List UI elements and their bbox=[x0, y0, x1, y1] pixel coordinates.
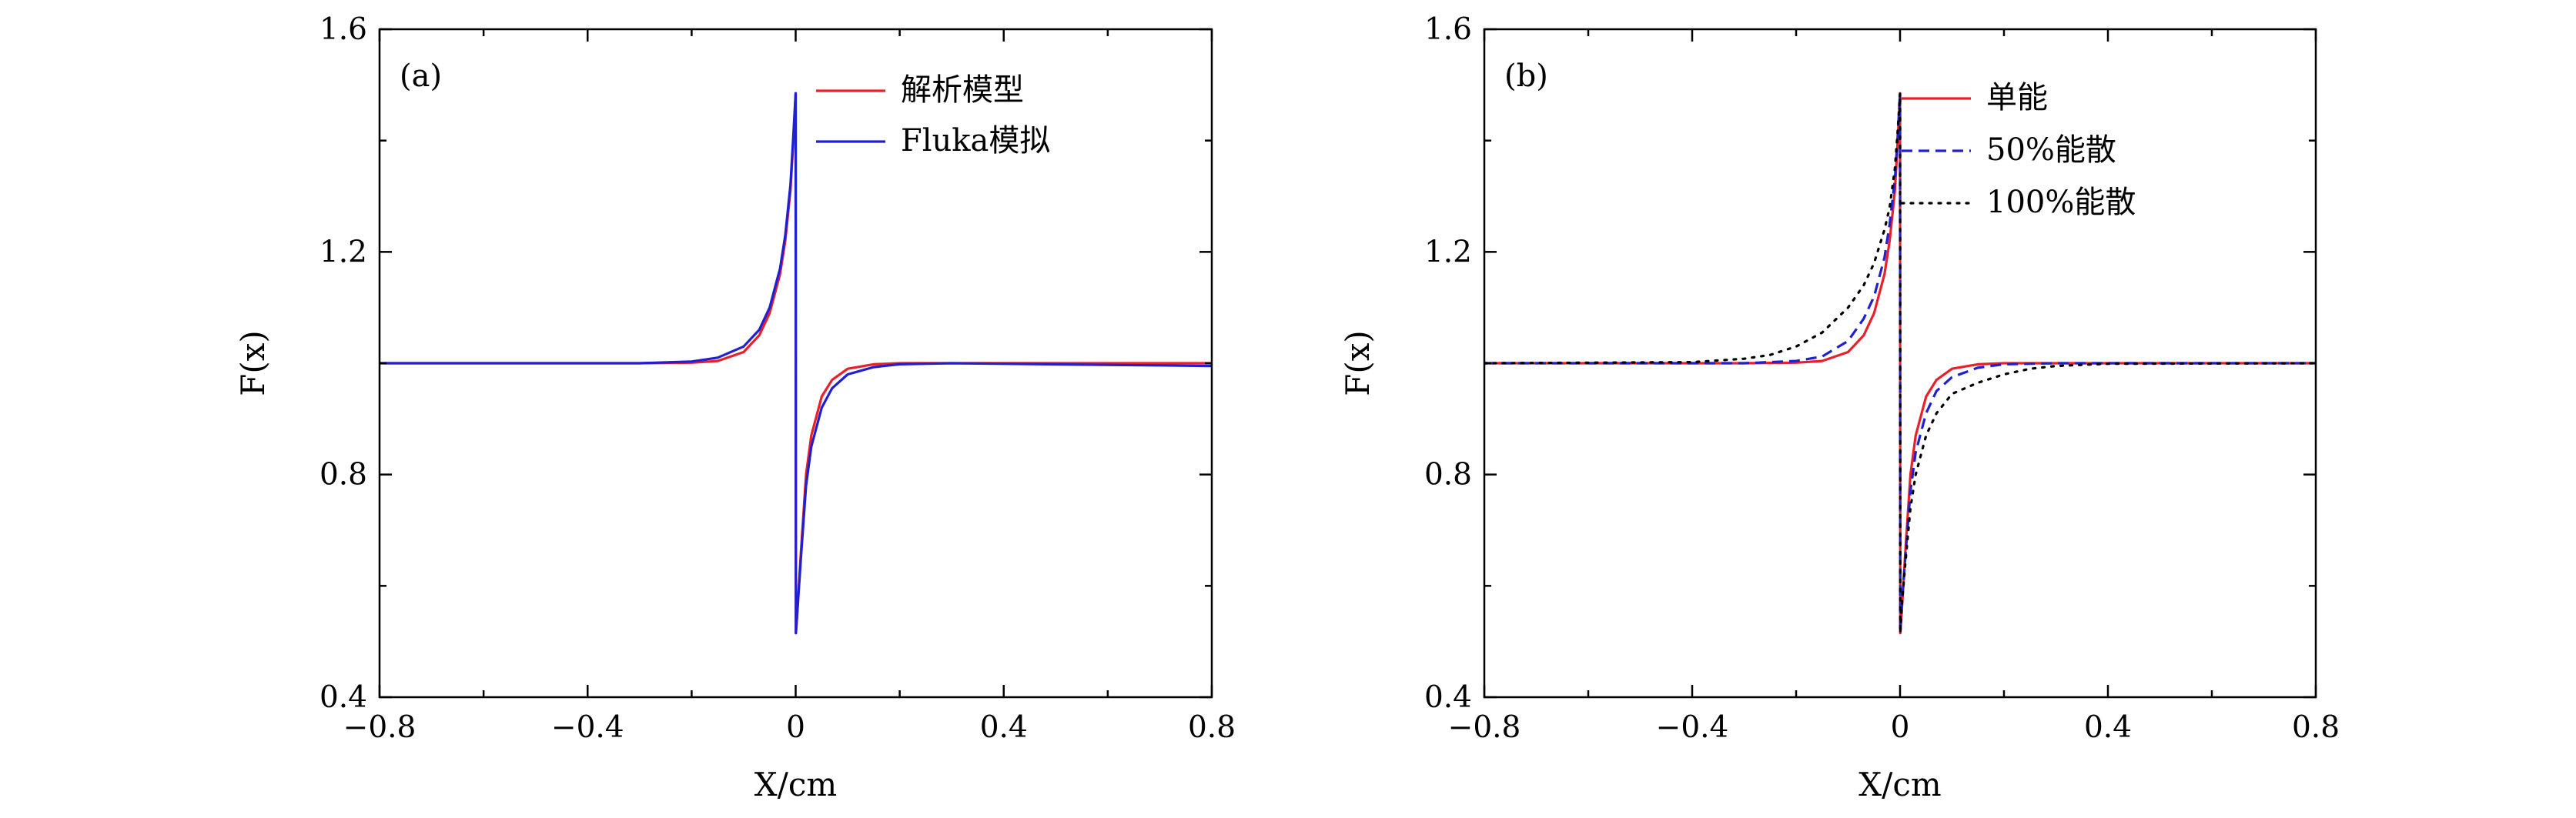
x-tick-label: −0.8 bbox=[1448, 710, 1521, 745]
x-tick-label: 0 bbox=[1891, 710, 1910, 745]
plot-area bbox=[380, 92, 1212, 635]
x-axis-title: X/cm bbox=[754, 766, 837, 803]
series-line-2 bbox=[380, 92, 1212, 635]
legend-label: 100%能散 bbox=[1986, 185, 2136, 220]
y-tick-label: 1.6 bbox=[1424, 12, 1472, 47]
y-axis-title: F(x) bbox=[234, 330, 272, 396]
series-line-2 bbox=[1484, 92, 2316, 635]
legend-label: 单能 bbox=[1986, 80, 2048, 115]
x-tick-label: 0 bbox=[786, 710, 805, 745]
y-tick-label: 1.2 bbox=[319, 235, 367, 269]
x-tick-label: −0.8 bbox=[343, 710, 417, 745]
x-tick-label: 0.8 bbox=[2292, 710, 2340, 745]
x-tick-label: 0.4 bbox=[980, 710, 1028, 745]
legend-label: Fluka模拟 bbox=[901, 123, 1050, 159]
y-tick-label: 0.4 bbox=[319, 680, 367, 715]
legend: 单能 50%能散 100%能散 bbox=[1900, 80, 2136, 220]
series-line-1 bbox=[1484, 92, 2316, 635]
x-axis-title: X/cm bbox=[1858, 766, 1941, 803]
y-tick-label: 0.8 bbox=[319, 458, 367, 492]
legend-label: 50%能散 bbox=[1986, 132, 2116, 168]
plot-area bbox=[1484, 92, 2316, 635]
panel-a: −0.8 −0.4 0 0.4 0.8 0.4 0.8 1.2 1.6 X/cm F(x) (a) 解析… bbox=[234, 12, 1236, 803]
y-tick-label: 0.4 bbox=[1424, 680, 1472, 715]
series-line-3 bbox=[1484, 92, 2316, 635]
y-axis-title: F(x) bbox=[1339, 330, 1377, 396]
x-tick-label: −0.4 bbox=[551, 710, 624, 745]
x-tick-label: −0.4 bbox=[1656, 710, 1729, 745]
panel-label: (a) bbox=[400, 58, 442, 94]
legend-label: 解析模型 bbox=[901, 72, 1024, 108]
y-tick-label: 1.2 bbox=[1424, 235, 1472, 269]
panel-label: (b) bbox=[1504, 58, 1548, 94]
panel-b: −0.8 −0.4 0 0.4 0.8 0.4 0.8 1.2 1.6 X/cm F(x) (b) 单能… bbox=[1339, 12, 2340, 803]
y-tick-label: 0.8 bbox=[1424, 458, 1472, 492]
legend: 解析模型 Fluka模拟 bbox=[816, 72, 1050, 159]
y-tick-label: 1.6 bbox=[319, 12, 367, 47]
x-tick-label: 0.8 bbox=[1188, 710, 1236, 745]
x-tick-label: 0.4 bbox=[2084, 710, 2132, 745]
